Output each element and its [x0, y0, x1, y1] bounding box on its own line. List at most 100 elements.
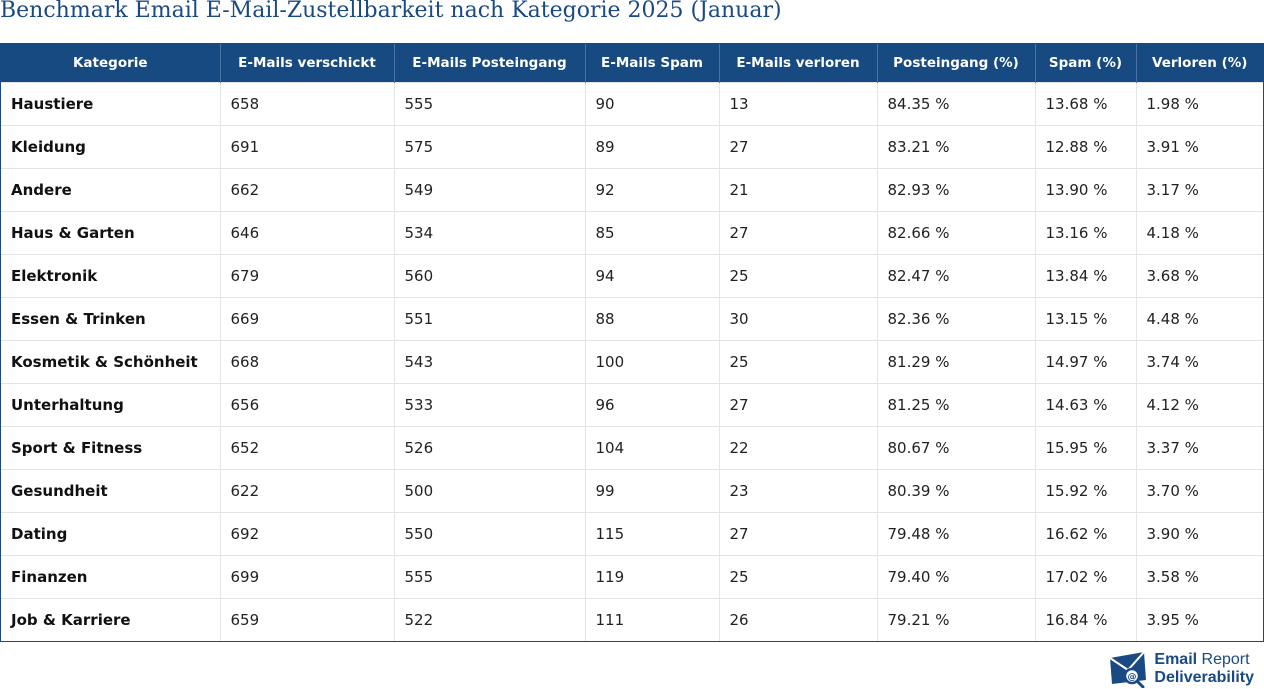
table-cell: 13	[719, 82, 878, 126]
table-row: Kosmetik & Schönheit 668 543 100 25 81.29 % 14…	[1, 340, 1263, 384]
category-cell: Haus & Garten	[1, 211, 221, 255]
category-cell: Haustiere	[1, 82, 221, 126]
table-cell: 94	[585, 254, 720, 298]
category-cell: Dating	[1, 512, 221, 556]
table-cell: 104	[585, 426, 720, 470]
table-cell: 27	[719, 383, 878, 427]
table-cell: 25	[719, 340, 878, 384]
column-header: Verloren (%)	[1136, 44, 1263, 83]
table-cell: 575	[394, 125, 586, 169]
table-cell: 82.47 %	[877, 254, 1036, 298]
table-cell: 85	[585, 211, 720, 255]
table-cell: 622	[220, 469, 395, 513]
table-cell: 662	[220, 168, 395, 212]
brand-line-2: Deliverability	[1154, 669, 1254, 686]
table-cell: 79.21 %	[877, 598, 1036, 641]
table-cell: 691	[220, 125, 395, 169]
table-cell: 551	[394, 297, 586, 341]
table-cell: 27	[719, 512, 878, 556]
svg-text:@: @	[1128, 673, 1137, 683]
column-header: Posteingang (%)	[877, 44, 1036, 83]
column-header: E-Mails verschickt	[220, 44, 395, 83]
table-cell: 27	[719, 125, 878, 169]
table-cell: 692	[220, 512, 395, 556]
table-cell: 652	[220, 426, 395, 470]
category-cell: Andere	[1, 168, 221, 212]
category-cell: Kosmetik & Schönheit	[1, 340, 221, 384]
category-cell: Sport & Fitness	[1, 426, 221, 470]
table-cell: 22	[719, 426, 878, 470]
table-cell: 533	[394, 383, 586, 427]
table-cell: 14.97 %	[1035, 340, 1137, 384]
table-cell: 13.84 %	[1035, 254, 1137, 298]
table-row: Haustiere 658 555 90 13 84.35 % 13.68 % 1.98 %	[1, 82, 1263, 126]
table-row: Haus & Garten 646 534 85 27 82.66 % 13.16 % 4.1…	[1, 211, 1263, 255]
table-cell: 82.66 %	[877, 211, 1036, 255]
table-cell: 699	[220, 555, 395, 599]
table-row: Dating 692 550 115 27 79.48 % 16.62 % 3.90 %	[1, 512, 1263, 556]
table-cell: 21	[719, 168, 878, 212]
table-cell: 119	[585, 555, 720, 599]
table-cell: 83.21 %	[877, 125, 1036, 169]
table-cell: 115	[585, 512, 720, 556]
table-cell: 669	[220, 297, 395, 341]
table-cell: 659	[220, 598, 395, 641]
table-cell: 27	[719, 211, 878, 255]
table-cell: 26	[719, 598, 878, 641]
table-cell: 13.90 %	[1035, 168, 1137, 212]
deliverability-table-container: Kategorie E-Mails verschickt E-Mails Pos…	[0, 43, 1264, 642]
table-cell: 12.88 %	[1035, 125, 1137, 169]
table-cell: 534	[394, 211, 586, 255]
table-row: Kleidung 691 575 89 27 83.21 % 12.88 % 3.91 %	[1, 125, 1263, 169]
table-cell: 4.48 %	[1136, 297, 1263, 341]
category-cell: Gesundheit	[1, 469, 221, 513]
table-cell: 90	[585, 82, 720, 126]
category-cell: Finanzen	[1, 555, 221, 599]
table-cell: 3.74 %	[1136, 340, 1263, 384]
table-cell: 3.91 %	[1136, 125, 1263, 169]
table-row: Essen & Trinken 669 551 88 30 82.36 % 13.15 % 4…	[1, 297, 1263, 341]
table-row: Sport & Fitness 652 526 104 22 80.67 % 15.95 %…	[1, 426, 1263, 470]
category-cell: Unterhaltung	[1, 383, 221, 427]
table-row: Finanzen 699 555 119 25 79.40 % 17.02 % 3.58 %	[1, 555, 1263, 599]
table-cell: 17.02 %	[1035, 555, 1137, 599]
table-row: Gesundheit 622 500 99 23 80.39 % 15.92 % 3.70 %	[1, 469, 1263, 513]
table-cell: 80.67 %	[877, 426, 1036, 470]
table-cell: 16.84 %	[1035, 598, 1137, 641]
table-row: Job & Karriere 659 522 111 26 79.21 % 16.84 % 3…	[1, 598, 1263, 641]
table-cell: 81.29 %	[877, 340, 1036, 384]
table-cell: 679	[220, 254, 395, 298]
table-cell: 4.12 %	[1136, 383, 1263, 427]
column-header: Kategorie	[1, 44, 221, 83]
category-cell: Kleidung	[1, 125, 221, 169]
table-cell: 3.37 %	[1136, 426, 1263, 470]
table-cell: 668	[220, 340, 395, 384]
table-cell: 88	[585, 297, 720, 341]
table-cell: 549	[394, 168, 586, 212]
table-cell: 79.48 %	[877, 512, 1036, 556]
table-cell: 560	[394, 254, 586, 298]
table-cell: 79.40 %	[877, 555, 1036, 599]
brand-line-1: Email Report	[1154, 651, 1250, 668]
table-cell: 555	[394, 82, 586, 126]
category-cell: Essen & Trinken	[1, 297, 221, 341]
table-cell: 100	[585, 340, 720, 384]
table-cell: 81.25 %	[877, 383, 1036, 427]
table-cell: 1.98 %	[1136, 82, 1263, 126]
table-cell: 543	[394, 340, 586, 384]
table-cell: 15.95 %	[1035, 426, 1137, 470]
table-cell: 4.18 %	[1136, 211, 1263, 255]
table-cell: 555	[394, 555, 586, 599]
table-cell: 522	[394, 598, 586, 641]
table-cell: 89	[585, 125, 720, 169]
table-cell: 13.15 %	[1035, 297, 1137, 341]
table-cell: 84.35 %	[877, 82, 1036, 126]
page-title: Benchmark Email E-Mail-Zustellbarkeit na…	[0, 0, 782, 23]
table-cell: 80.39 %	[877, 469, 1036, 513]
table-cell: 3.58 %	[1136, 555, 1263, 599]
table-header-row: Kategorie E-Mails verschickt E-Mails Pos…	[1, 44, 1263, 83]
table-cell: 16.62 %	[1035, 512, 1137, 556]
table-cell: 3.68 %	[1136, 254, 1263, 298]
table-cell: 92	[585, 168, 720, 212]
table-cell: 30	[719, 297, 878, 341]
